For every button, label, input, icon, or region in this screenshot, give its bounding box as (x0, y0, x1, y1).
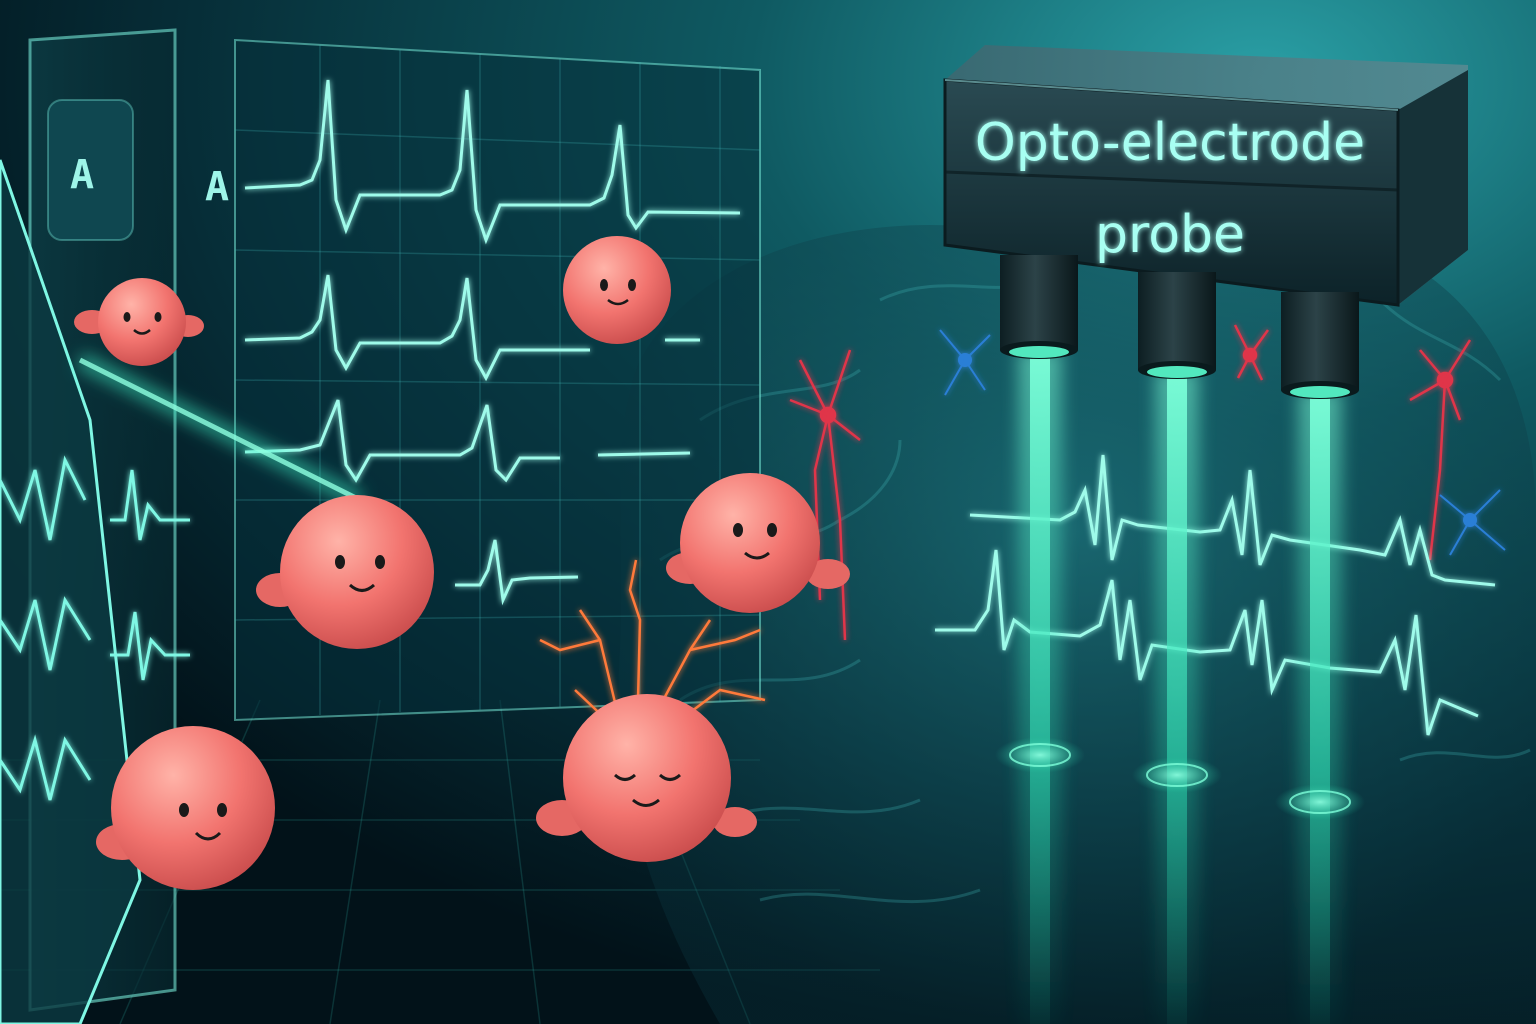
panel-letter-box (47, 99, 134, 241)
edge-trace-2 (0, 596, 92, 671)
beam-3 (1310, 390, 1330, 1024)
probe-emitter-3 (1281, 292, 1359, 399)
neuron-blue-1 (939, 329, 991, 396)
neuron-red-left (789, 349, 861, 641)
panel-letter-front: A (205, 164, 229, 210)
beam-2 (1167, 370, 1187, 1024)
probe-emitter-1 (1000, 255, 1078, 359)
signal-panel-front: A (205, 38, 761, 722)
edge-trace-1 (0, 455, 87, 541)
trace-row-3-tail (597, 451, 691, 457)
front-panel-traces (244, 79, 741, 606)
light-streak (78, 357, 362, 503)
trace-row-3 (244, 399, 560, 483)
probe-label-line1: Opto-electrode (975, 113, 1365, 173)
light-beams (995, 350, 1365, 1024)
mid-panel-traces (110, 469, 190, 681)
beam-spot-3 (1275, 784, 1365, 820)
cell-character-neuron (536, 559, 766, 862)
opto-electrode-probe: Opto-electrode probe (943, 45, 1468, 399)
signal-panel-edge (0, 159, 142, 1024)
cell-character-5 (96, 726, 275, 890)
cell-character-4 (666, 473, 850, 613)
probe-trace-2 (935, 549, 1479, 736)
trace-row-4 (455, 539, 579, 606)
trace-row-2 (244, 274, 590, 382)
trace-row-1 (244, 79, 741, 245)
dendrites (539, 559, 766, 726)
neuron-red-right (1409, 339, 1472, 561)
neuron-blue-2 (1439, 489, 1506, 556)
beam-1 (1030, 350, 1050, 1024)
cell-character-2 (563, 236, 671, 344)
cell-character-3 (256, 495, 434, 649)
probe-signal-traces (935, 454, 1496, 736)
probe-emitter-2 (1138, 272, 1216, 379)
probe-label-line2: probe (1095, 205, 1245, 265)
beam-spot-1 (995, 737, 1085, 773)
cell-character-1 (74, 278, 204, 366)
edge-trace-3 (0, 734, 92, 801)
beam-spot-2 (1132, 757, 1222, 793)
panel-letter-back: A (70, 152, 94, 198)
probe-trace-1 (969, 454, 1496, 587)
neuron-red-center (1233, 324, 1270, 381)
